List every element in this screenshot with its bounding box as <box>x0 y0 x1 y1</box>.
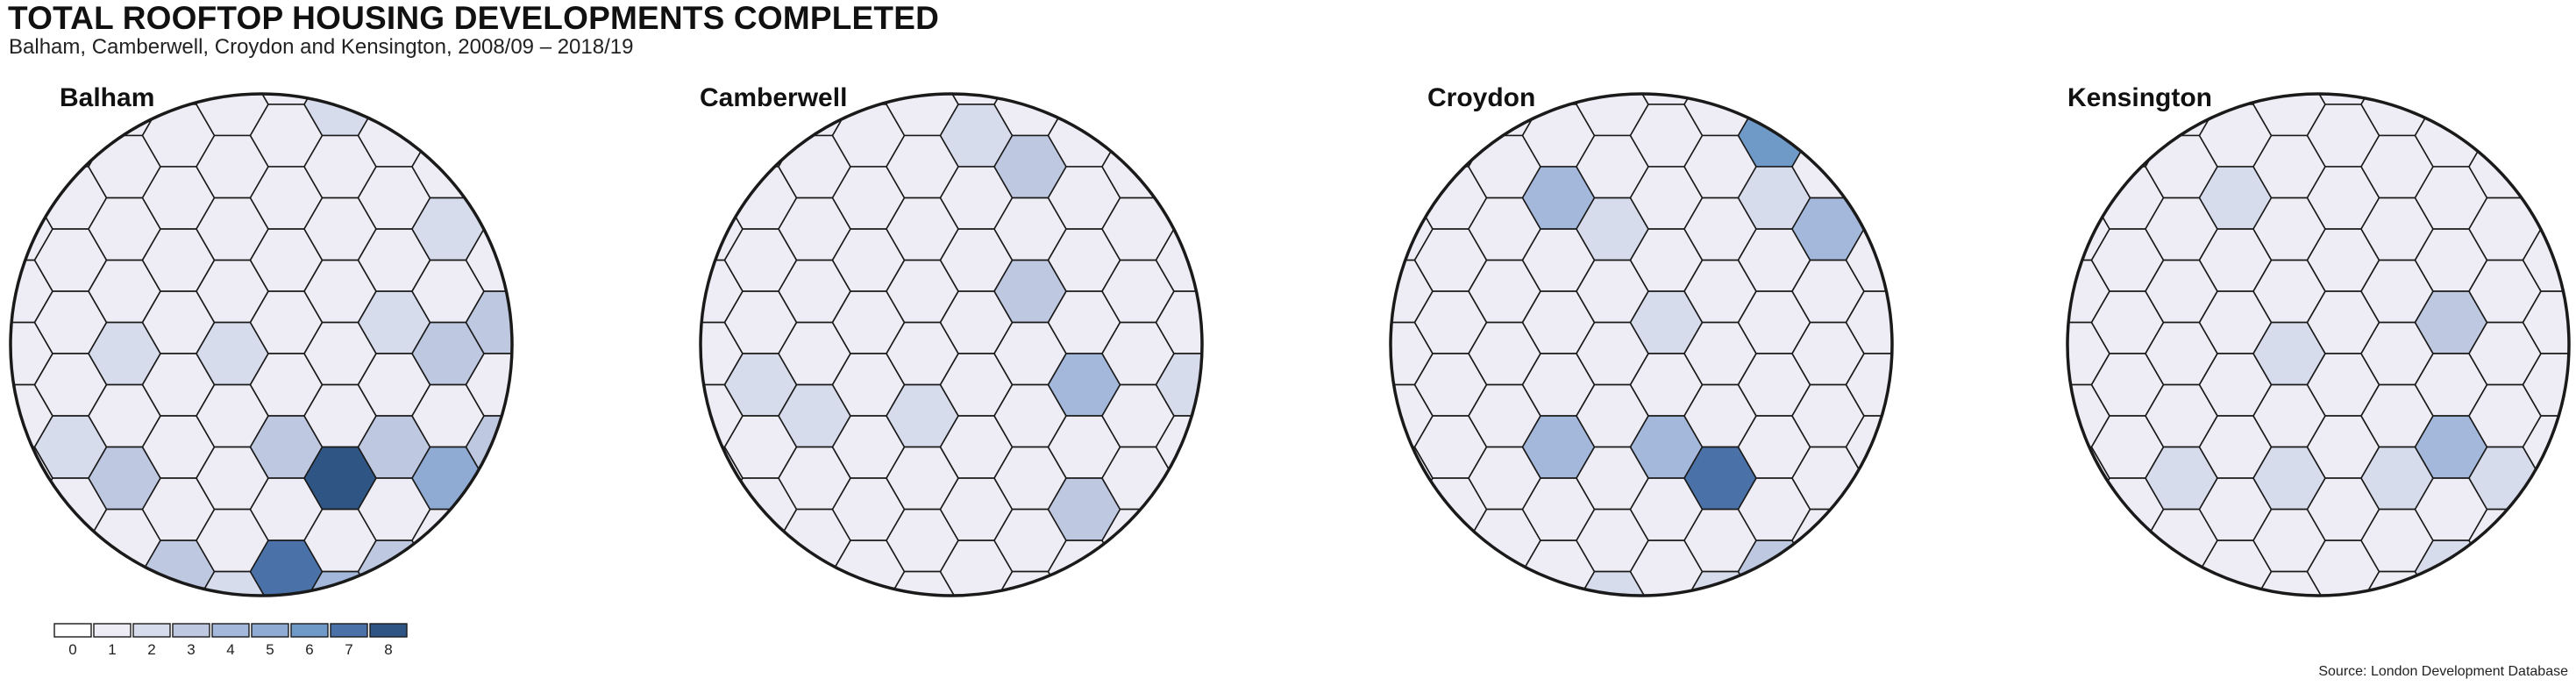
panel-label-camberwell: Camberwell <box>700 83 848 112</box>
legend-swatch <box>132 623 171 638</box>
hex-grid <box>1391 94 1892 596</box>
hex-cell <box>1155 290 1202 354</box>
legend-label: 2 <box>147 641 155 658</box>
hex-cell <box>141 94 216 105</box>
hexmap-croydon <box>1389 92 1894 597</box>
area-boundary-circle <box>2066 92 2571 597</box>
legend-swatch <box>211 623 250 638</box>
hex-cell <box>465 353 512 417</box>
hexmap-kensington <box>2066 92 2571 597</box>
legend-label: 6 <box>305 641 313 658</box>
hex-cell <box>465 290 512 354</box>
hex-cell <box>1845 290 1892 354</box>
legend-swatch <box>53 623 92 638</box>
hex-cell <box>1155 353 1202 417</box>
map-subtitle: Balham, Camberwell, Croydon and Kensingt… <box>9 35 634 59</box>
legend-swatch <box>93 623 132 638</box>
legend-label: 4 <box>226 641 234 658</box>
map-title: TOTAL ROOFTOP HOUSING DEVELOPMENTS COMPL… <box>8 0 940 36</box>
hex-cell <box>2198 94 2273 105</box>
hex-grid <box>701 94 1202 596</box>
legend-label: 8 <box>384 641 392 658</box>
source-note: Source: London Development Database <box>2318 664 2568 679</box>
panel-label-kensington: Kensington <box>2067 83 2212 112</box>
hex-cell <box>1521 94 1596 105</box>
legend-label: 0 <box>68 641 76 658</box>
area-boundary-circle <box>9 92 514 597</box>
hexmap-camberwell <box>699 92 1204 597</box>
hex-grid <box>11 94 512 596</box>
hexmap-balham <box>9 92 514 597</box>
legend: 0 1 2 3 4 5 6 7 8 <box>53 623 408 658</box>
legend-label: 1 <box>108 641 116 658</box>
panel-label-croydon: Croydon <box>1427 83 1536 112</box>
legend-swatch <box>251 623 289 638</box>
hex-cell <box>2522 353 2569 417</box>
legend-label: 3 <box>187 641 195 658</box>
legend-label: 7 <box>345 641 352 658</box>
legend-label: 5 <box>266 641 274 658</box>
legend-swatch <box>290 623 329 638</box>
area-boundary-circle <box>1389 92 1894 597</box>
hex-cell <box>831 94 906 105</box>
legend-swatch <box>172 623 210 638</box>
hex-cell <box>1845 353 1892 417</box>
hex-grid <box>2067 94 2569 596</box>
area-boundary-circle <box>699 92 1204 597</box>
legend-swatch <box>369 623 408 638</box>
hex-cell <box>2522 290 2569 354</box>
legend-swatch <box>330 623 368 638</box>
panel-label-balham: Balham <box>60 83 155 112</box>
